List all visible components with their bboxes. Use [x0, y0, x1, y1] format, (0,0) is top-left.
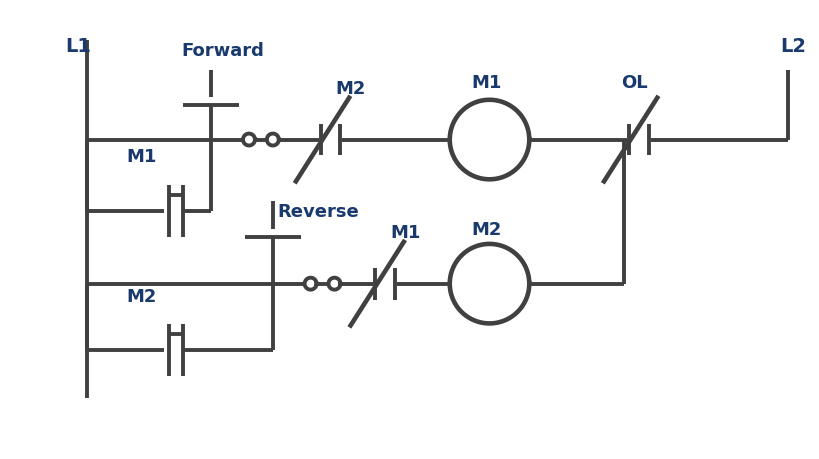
- Text: M2: M2: [472, 220, 502, 239]
- Text: M1: M1: [127, 148, 157, 166]
- Text: OL: OL: [621, 74, 647, 92]
- Text: Reverse: Reverse: [278, 203, 360, 221]
- Text: M1: M1: [472, 74, 502, 92]
- Text: L2: L2: [780, 37, 806, 56]
- Text: M2: M2: [127, 287, 157, 305]
- Text: Forward: Forward: [181, 42, 265, 60]
- Text: M2: M2: [336, 80, 366, 98]
- Text: L1: L1: [65, 37, 91, 56]
- Text: M1: M1: [390, 224, 420, 241]
